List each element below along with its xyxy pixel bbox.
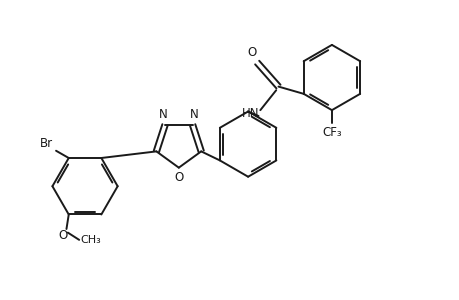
Text: O: O [174,171,183,184]
Text: N: N [190,108,198,122]
Text: Br: Br [39,137,53,150]
Text: HN: HN [241,107,258,120]
Text: N: N [158,108,167,122]
Text: CH₃: CH₃ [80,235,101,245]
Text: O: O [246,46,256,59]
Text: CF₃: CF₃ [321,125,341,139]
Text: O: O [58,229,67,242]
